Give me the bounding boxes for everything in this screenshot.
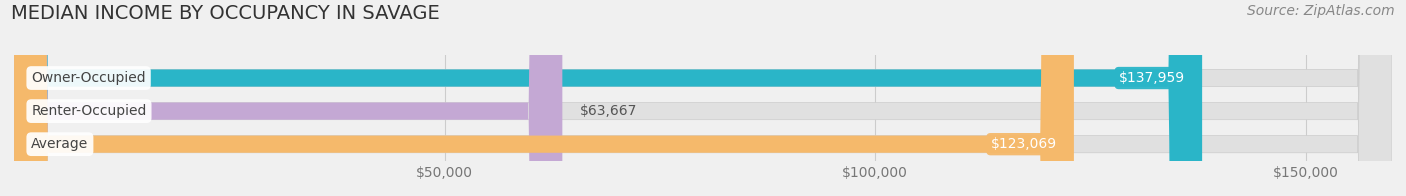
Text: Owner-Occupied: Owner-Occupied: [31, 71, 146, 85]
Text: $137,959: $137,959: [1119, 71, 1185, 85]
Text: Source: ZipAtlas.com: Source: ZipAtlas.com: [1247, 4, 1395, 18]
Text: Average: Average: [31, 137, 89, 151]
FancyBboxPatch shape: [14, 0, 1392, 196]
FancyBboxPatch shape: [14, 0, 1074, 196]
Text: MEDIAN INCOME BY OCCUPANCY IN SAVAGE: MEDIAN INCOME BY OCCUPANCY IN SAVAGE: [11, 4, 440, 23]
Text: Renter-Occupied: Renter-Occupied: [31, 104, 146, 118]
FancyBboxPatch shape: [14, 0, 562, 196]
FancyBboxPatch shape: [14, 0, 1202, 196]
FancyBboxPatch shape: [14, 0, 1392, 196]
FancyBboxPatch shape: [14, 0, 1392, 196]
Text: $123,069: $123,069: [991, 137, 1057, 151]
Text: $63,667: $63,667: [579, 104, 637, 118]
